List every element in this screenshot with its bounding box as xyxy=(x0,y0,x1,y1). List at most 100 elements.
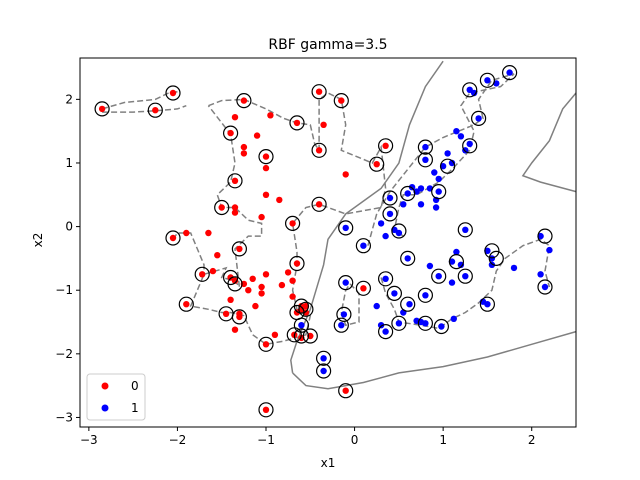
data-point-class-0 xyxy=(231,177,239,184)
margin-line xyxy=(101,90,178,110)
data-point-class-0 xyxy=(183,229,190,237)
data-point-class-1 xyxy=(422,292,429,299)
data-point-class-0 xyxy=(382,142,389,149)
data-point-class-1 xyxy=(475,115,482,122)
plot-area xyxy=(79,57,577,428)
support-vector-ring xyxy=(433,318,449,335)
y-axis-label: x2 xyxy=(31,233,45,248)
data-point-class-1 xyxy=(298,322,305,329)
data-point-class-1 xyxy=(444,150,451,157)
data-point-class-1 xyxy=(435,188,442,195)
support-vector-ring xyxy=(400,296,416,312)
data-point-class-0 xyxy=(315,201,323,208)
data-point-class-1 xyxy=(506,69,513,76)
data-point-class-1 xyxy=(448,159,456,167)
y-tick-label: 2 xyxy=(65,92,73,106)
data-point-class-0 xyxy=(169,234,177,242)
data-point-class-1 xyxy=(453,248,460,256)
data-point-class-1 xyxy=(435,273,442,280)
data-point-class-1 xyxy=(510,264,518,272)
support-vector-ring xyxy=(236,92,252,109)
data-point-class-1 xyxy=(422,143,429,151)
support-vector-ring xyxy=(537,279,553,295)
data-point-class-0 xyxy=(342,171,349,178)
data-point-class-1 xyxy=(340,311,348,318)
data-point-class-1 xyxy=(466,86,473,94)
data-point-class-0 xyxy=(262,406,270,413)
data-point-class-1 xyxy=(435,175,442,183)
data-point-class-0 xyxy=(293,119,301,127)
data-point-class-0 xyxy=(289,220,296,227)
support-vector-ring xyxy=(333,92,349,109)
support-vector-layer xyxy=(94,64,553,418)
data-point-class-1 xyxy=(484,77,491,84)
support-vector-ring xyxy=(391,223,407,239)
data-point-class-1 xyxy=(404,255,411,262)
support-vector-ring xyxy=(479,296,495,312)
data-point-class-1 xyxy=(422,320,429,327)
data-point-class-0 xyxy=(240,150,248,157)
margin-line xyxy=(189,92,387,346)
y-tick-label: 1 xyxy=(65,156,73,170)
data-point-class-0 xyxy=(214,252,221,259)
support-vector-ring xyxy=(333,317,349,333)
support-vector-ring xyxy=(378,324,394,340)
y-tick-label: 0 xyxy=(65,220,73,234)
data-point-class-0 xyxy=(199,271,206,278)
data-point-class-0 xyxy=(236,245,243,253)
data-point-class-0 xyxy=(342,387,349,394)
data-point-class-1 xyxy=(386,210,394,218)
y-tick-label: −1 xyxy=(55,283,73,297)
margin-line xyxy=(102,104,187,113)
y-tick-label: −2 xyxy=(55,347,73,361)
support-vector-ring xyxy=(391,315,407,331)
support-vector-ring xyxy=(214,199,230,216)
data-point-class-1 xyxy=(462,273,469,280)
data-point-class-1 xyxy=(537,232,544,240)
support-vector-ring xyxy=(311,196,327,212)
support-vector-ring xyxy=(316,350,332,366)
data-point-class-0 xyxy=(209,267,217,275)
chart-title: RBF gamma=3.5 xyxy=(268,37,387,53)
legend-marker-0 xyxy=(101,382,109,390)
data-point-class-0 xyxy=(98,105,106,113)
data-point-class-1 xyxy=(462,226,469,233)
support-vector-ring xyxy=(484,243,500,259)
data-point-class-0 xyxy=(373,161,380,168)
axes-frame xyxy=(79,57,577,428)
legend-label-0: 0 xyxy=(131,379,139,393)
data-point-class-0 xyxy=(262,164,270,172)
data-point-class-0 xyxy=(271,331,279,338)
data-point-class-1 xyxy=(541,283,549,291)
data-point-class-1 xyxy=(395,320,403,327)
data-point-class-0 xyxy=(262,153,270,160)
support-vector-ring xyxy=(338,275,354,291)
support-vector-ring xyxy=(417,315,433,331)
x-tick-label: −2 xyxy=(169,433,187,447)
data-point-class-1 xyxy=(377,322,385,329)
support-vector-ring xyxy=(338,383,354,399)
legend: 0 1 xyxy=(86,373,146,421)
data-point-class-0 xyxy=(258,213,265,221)
data-point-class-0 xyxy=(227,274,234,281)
support-vector-ring xyxy=(194,266,210,282)
data-point-class-1 xyxy=(466,140,473,148)
data-point-class-0 xyxy=(320,121,327,128)
data-point-class-0 xyxy=(338,97,345,104)
support-vector-ring xyxy=(502,64,518,81)
data-point-class-0 xyxy=(231,114,239,121)
support-vector-ring xyxy=(311,84,327,100)
data-point-class-0 xyxy=(236,313,243,321)
data-point-class-0 xyxy=(245,287,252,294)
data-point-class-0 xyxy=(360,285,367,292)
data-point-class-1 xyxy=(450,315,457,322)
data-point-class-1 xyxy=(448,279,456,286)
data-point-class-1 xyxy=(400,201,407,208)
data-point-class-0 xyxy=(249,275,256,282)
data-point-class-0 xyxy=(278,281,286,289)
support-vector-ring xyxy=(316,363,332,379)
legend-marker-1 xyxy=(101,404,109,412)
support-vector-ring xyxy=(440,158,456,174)
data-point-class-0 xyxy=(218,204,225,211)
